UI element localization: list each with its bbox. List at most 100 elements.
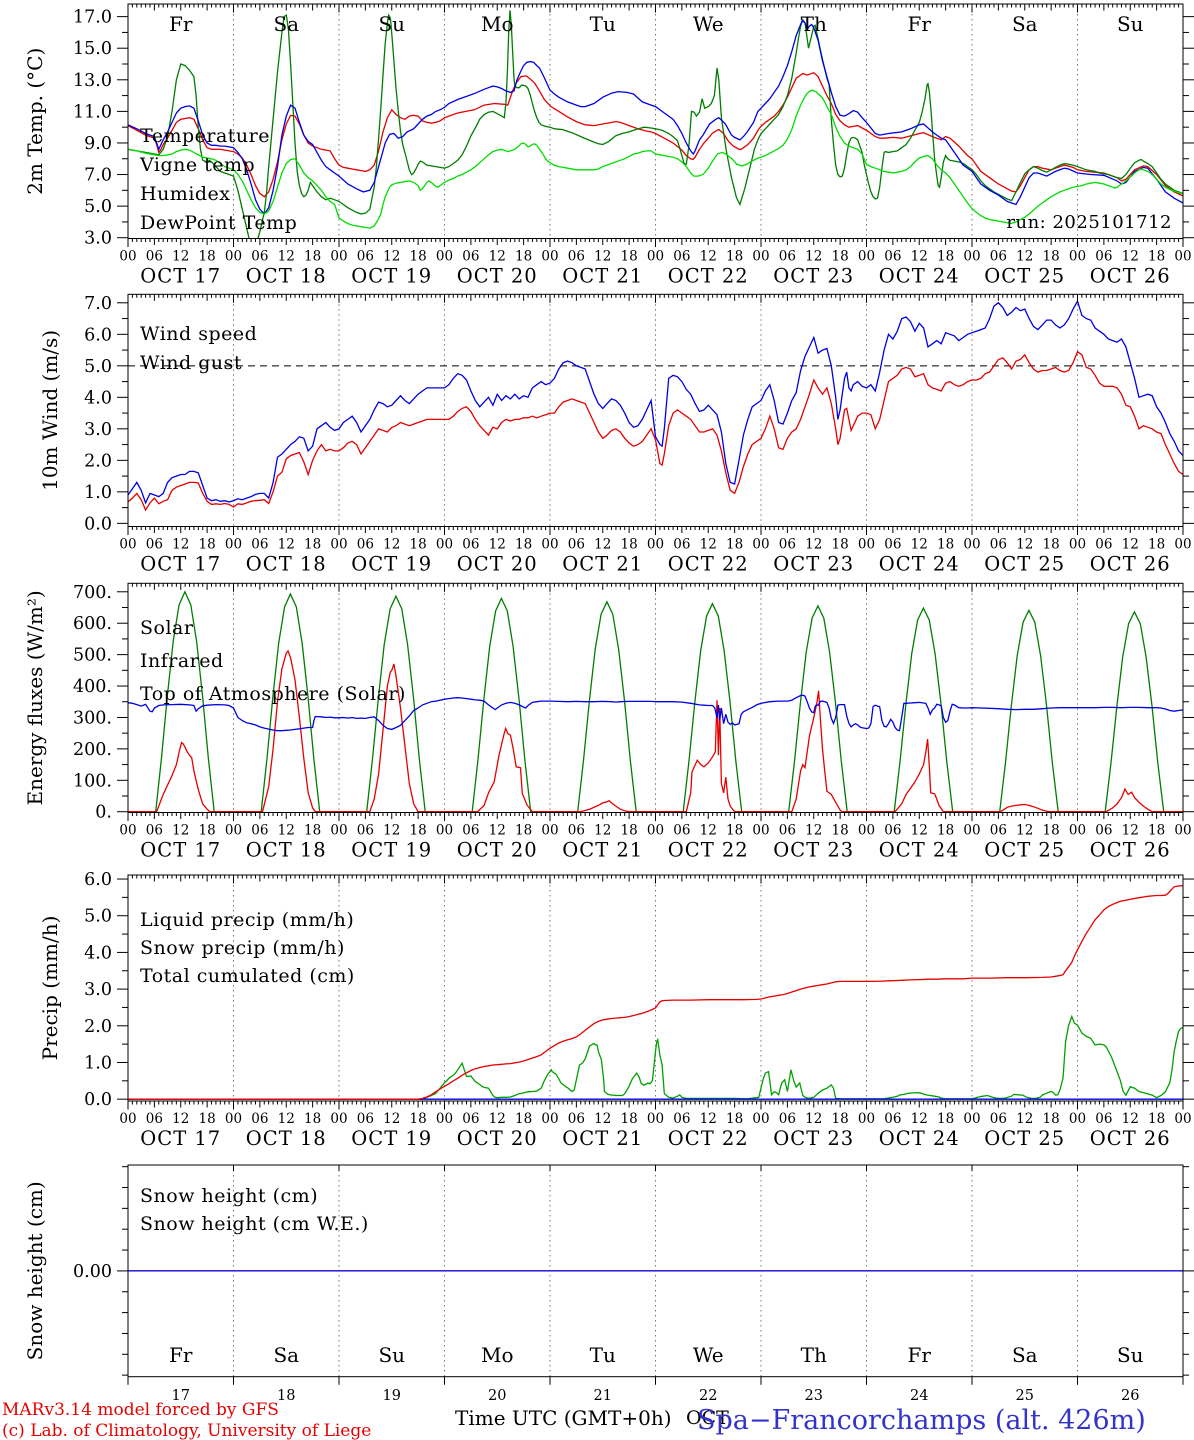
- day-number: 18: [277, 1388, 295, 1404]
- hour-label: 12: [805, 249, 822, 265]
- legend-snow-precip-mm-h-: Snow precip (mm/h): [140, 937, 345, 959]
- y-tick-label: 3.0: [84, 980, 112, 1000]
- hour-label: 12: [489, 823, 506, 839]
- series-infrared: [128, 694, 1183, 732]
- hour-label: 00: [647, 1111, 664, 1127]
- hour-label: 06: [146, 537, 163, 553]
- hour-label: 00: [1174, 249, 1191, 265]
- hour-label: 00: [1069, 1111, 1086, 1127]
- day-number: 23: [805, 1388, 823, 1404]
- hour-label: 00: [1174, 1111, 1191, 1127]
- hour-label: 06: [462, 537, 479, 553]
- hour-label: 00: [963, 823, 980, 839]
- hour-label: 18: [726, 1111, 743, 1127]
- day-name-top: Sa: [1012, 12, 1038, 36]
- hour-label: 12: [805, 537, 822, 553]
- hour-label: 18: [1043, 1111, 1060, 1127]
- hour-label: 06: [673, 823, 690, 839]
- date-label: OCT 25: [984, 1127, 1065, 1150]
- hour-label: 12: [700, 823, 717, 839]
- date-label: OCT 18: [246, 839, 327, 862]
- hour-label: 06: [146, 823, 163, 839]
- hour-label: 06: [462, 823, 479, 839]
- series-wind-gust: [128, 299, 1183, 505]
- hour-label: 18: [726, 249, 743, 265]
- hour-label: 06: [779, 249, 796, 265]
- y-axis-title: 2m Temp. (°C): [23, 48, 47, 195]
- hour-label: 00: [225, 823, 242, 839]
- y-tick-label: 3.0: [84, 229, 112, 249]
- hour-label: 00: [752, 1111, 769, 1127]
- hour-label: 06: [990, 823, 1007, 839]
- hour-label: 18: [726, 537, 743, 553]
- hour-label: 00: [330, 823, 347, 839]
- hour-label: 18: [304, 249, 321, 265]
- y-tick-label: 11.0: [73, 102, 112, 122]
- hour-label: 06: [462, 249, 479, 265]
- hour-label: 18: [199, 537, 216, 553]
- hour-label: 06: [779, 1111, 796, 1127]
- hour-label: 12: [383, 1111, 400, 1127]
- hour-label: 12: [1016, 823, 1033, 839]
- date-label: OCT 20: [457, 553, 538, 576]
- hour-label: 12: [1016, 1111, 1033, 1127]
- date-label: OCT 17: [140, 1127, 221, 1150]
- hour-label: 00: [225, 537, 242, 553]
- y-tick-label: 5.0: [84, 357, 112, 377]
- date-label: OCT 17: [140, 839, 221, 862]
- day-name-bottom: Mo: [481, 1343, 514, 1367]
- hour-label: 06: [462, 1111, 479, 1127]
- hour-label: 00: [858, 249, 875, 265]
- day-number: 17: [172, 1388, 190, 1404]
- hour-label: 00: [1069, 823, 1086, 839]
- hour-label: 00: [1174, 823, 1191, 839]
- series-total-cumulated-cm-: [128, 884, 1183, 1100]
- day-name-bottom: Su: [1117, 1343, 1144, 1367]
- date-label: OCT 19: [351, 553, 432, 576]
- date-label: OCT 17: [140, 553, 221, 576]
- hour-label: 12: [383, 537, 400, 553]
- hour-label: 18: [937, 823, 954, 839]
- day-number: 26: [1121, 1388, 1139, 1404]
- date-label: OCT 20: [457, 265, 538, 288]
- y-tick-label: 4.0: [84, 943, 112, 963]
- date-label: OCT 23: [773, 553, 854, 576]
- y-tick-label: 3.0: [84, 420, 112, 440]
- date-label: OCT 23: [773, 265, 854, 288]
- legend-snow-height-cm-w-e-: Snow height (cm W.E.): [140, 1213, 369, 1235]
- hour-label: 18: [199, 823, 216, 839]
- hour-label: 18: [1148, 823, 1165, 839]
- legend-dewpoint-temp: DewPoint Temp: [140, 212, 297, 234]
- day-name-top: We: [693, 12, 724, 36]
- date-label: OCT 20: [457, 1127, 538, 1150]
- y-tick-label: 17.0: [73, 8, 112, 28]
- hour-label: 06: [357, 249, 374, 265]
- hour-label: 18: [199, 249, 216, 265]
- hour-label: 18: [304, 823, 321, 839]
- date-label: OCT 21: [562, 839, 643, 862]
- day-name-top: Mo: [481, 12, 514, 36]
- y-tick-label: 6.0: [84, 870, 112, 890]
- y-axis-title: Precip (mm/h): [38, 916, 62, 1061]
- y-axis-title: 10m Wind (m/s): [38, 330, 62, 491]
- hour-label: 18: [199, 1111, 216, 1127]
- hour-label: 06: [779, 823, 796, 839]
- y-tick-label: 5.0: [84, 907, 112, 927]
- series-dewpoint-temp: [128, 89, 1183, 229]
- hour-label: 18: [1043, 537, 1060, 553]
- date-label: OCT 22: [668, 839, 749, 862]
- hour-label: 00: [119, 537, 136, 553]
- y-tick-label: 0.0: [84, 1090, 112, 1110]
- hour-label: 12: [383, 249, 400, 265]
- date-label: OCT 25: [984, 265, 1065, 288]
- legend-vigne-temp: Vigne temp: [139, 154, 255, 176]
- date-label: OCT 21: [562, 1127, 643, 1150]
- hour-label: 18: [410, 537, 427, 553]
- date-label: OCT 19: [351, 1127, 432, 1150]
- hour-label: 18: [410, 1111, 427, 1127]
- y-tick-label: 300.: [73, 708, 112, 728]
- hour-label: 00: [752, 249, 769, 265]
- hour-label: 06: [990, 1111, 1007, 1127]
- hour-label: 06: [884, 249, 901, 265]
- hour-label: 06: [357, 1111, 374, 1127]
